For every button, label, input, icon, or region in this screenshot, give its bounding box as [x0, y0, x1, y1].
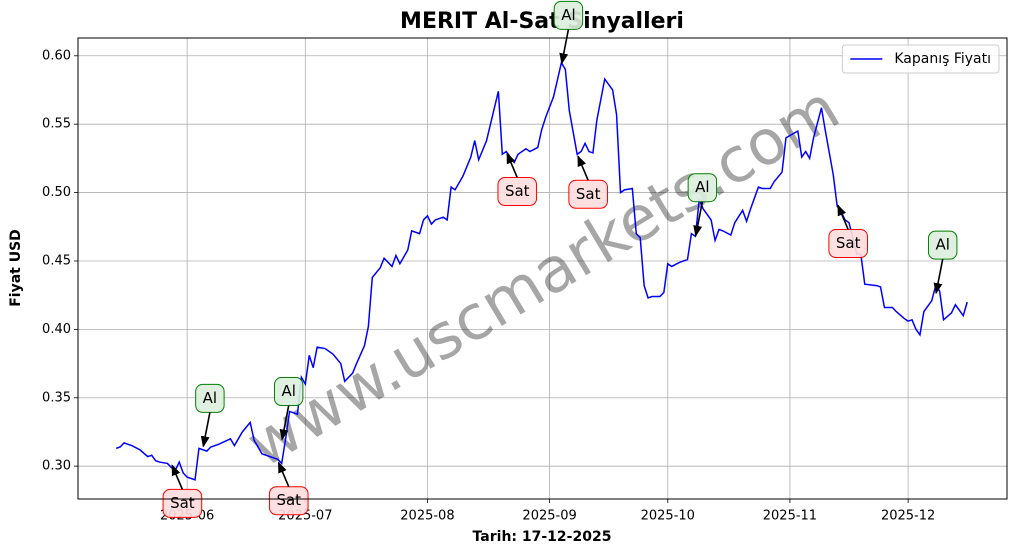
y-tick-label: 0.55	[42, 117, 71, 132]
annotation-underlay	[554, 1, 583, 30]
y-axis-label: Fiyat USD	[8, 229, 24, 307]
annotation-label: Al	[203, 389, 217, 407]
chart-title: MERIT Al-Sat Sinyalleri	[400, 9, 684, 34]
signal-annotation: Sat	[568, 179, 608, 209]
annotation-arrow	[171, 464, 184, 490]
signal-annotation: Al	[927, 230, 958, 260]
annotation-underlay	[269, 486, 309, 515]
annotation-arrow	[693, 201, 704, 237]
annotation-label: Sat	[836, 234, 861, 252]
signal-annotation: Sat	[268, 486, 309, 516]
annotation-underlay	[688, 173, 717, 202]
annotation-label: Sat	[276, 491, 301, 509]
annotation-arrow	[933, 259, 944, 295]
annotation-label: Al	[695, 178, 709, 196]
annotation-arrow	[279, 405, 290, 441]
annotation-arrow	[837, 204, 849, 230]
annotation-arrow	[277, 461, 290, 488]
annotation-arrow	[577, 155, 589, 181]
legend-box	[841, 44, 1000, 74]
y-tick-label: 0.30	[42, 459, 71, 474]
signal-annotation: Al	[553, 0, 584, 30]
annotation-label: Al	[561, 6, 575, 24]
x-tick-label: 2025-11	[763, 509, 817, 524]
annotation-underlay	[568, 180, 608, 209]
annotation-underlay	[497, 177, 537, 206]
x-tick-label: 2025-10	[641, 509, 695, 524]
y-tick-label: 0.35	[42, 390, 71, 405]
annotation-label: Sat	[505, 182, 530, 200]
plot-frame	[77, 37, 1008, 500]
annotation-underlay	[828, 229, 868, 258]
watermark: www.uscmarkets.com	[234, 71, 851, 482]
annotation-arrow	[559, 29, 570, 65]
annotation-label: Al	[281, 382, 295, 400]
annotation-underlay	[928, 231, 957, 260]
signal-annotation: Sat	[162, 488, 203, 518]
annotation-label: Sat	[170, 494, 195, 512]
annotation-underlay	[274, 377, 303, 406]
y-tick-label: 0.40	[42, 322, 71, 337]
signal-annotation: Sat	[497, 177, 538, 207]
signal-annotation: Al	[273, 377, 304, 407]
signal-annotation: Al	[687, 173, 718, 203]
signal-annotation: Al	[195, 383, 225, 413]
annotation-arrow	[506, 152, 518, 178]
annotation-label: Sat	[576, 185, 601, 203]
x-tick-label: 2025-08	[400, 509, 454, 524]
signal-annotation: Sat	[828, 229, 869, 259]
price-line	[115, 60, 968, 481]
x-axis-label: Tarih: 17-12-2025	[473, 529, 612, 545]
annotation-label: Al	[935, 236, 949, 254]
x-tick-label: 2025-12	[881, 509, 935, 524]
x-tick-label: 2025-09	[522, 509, 576, 524]
annotation-underlay	[163, 489, 202, 518]
legend: Kapanış Fiyatı	[841, 44, 1000, 74]
annotation-arrow	[200, 412, 211, 448]
annotation-underlay	[195, 384, 225, 413]
y-tick-label: 0.50	[42, 185, 71, 200]
legend-label: Kapanış Fiyatı	[894, 51, 991, 67]
y-tick-label: 0.45	[42, 253, 71, 268]
y-tick-label: 0.60	[42, 48, 71, 63]
